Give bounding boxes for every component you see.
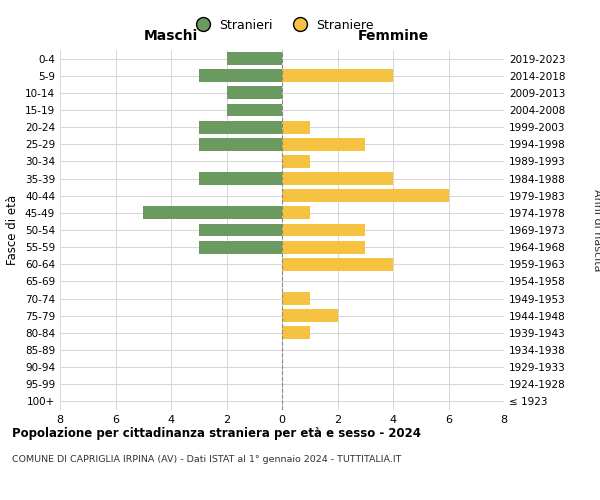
Bar	[282, 190, 449, 202]
Bar	[282, 224, 365, 236]
Bar	[282, 258, 393, 270]
Bar	[199, 224, 282, 236]
Text: Popolazione per cittadinanza straniera per età e sesso - 2024: Popolazione per cittadinanza straniera p…	[12, 428, 421, 440]
Bar	[282, 292, 310, 305]
Text: Maschi: Maschi	[144, 28, 198, 42]
Y-axis label: Fasce di età: Fasce di età	[7, 195, 19, 265]
Bar	[282, 206, 310, 220]
Legend: Stranieri, Straniere: Stranieri, Straniere	[185, 14, 379, 37]
Text: Anni di nascita: Anni di nascita	[592, 188, 600, 271]
Bar	[199, 172, 282, 185]
Bar	[282, 240, 365, 254]
Bar	[199, 138, 282, 150]
Bar	[282, 70, 393, 82]
Bar	[282, 120, 310, 134]
Bar	[199, 240, 282, 254]
Bar	[199, 70, 282, 82]
Bar	[282, 326, 310, 340]
Bar	[282, 310, 337, 322]
Bar	[199, 120, 282, 134]
Bar	[282, 172, 393, 185]
Bar	[227, 86, 282, 100]
Text: Femmine: Femmine	[358, 28, 428, 42]
Bar	[282, 138, 365, 150]
Bar	[227, 104, 282, 117]
Bar	[282, 155, 310, 168]
Bar	[143, 206, 282, 220]
Bar	[227, 52, 282, 65]
Text: COMUNE DI CAPRIGLIA IRPINA (AV) - Dati ISTAT al 1° gennaio 2024 - TUTTITALIA.IT: COMUNE DI CAPRIGLIA IRPINA (AV) - Dati I…	[12, 455, 401, 464]
